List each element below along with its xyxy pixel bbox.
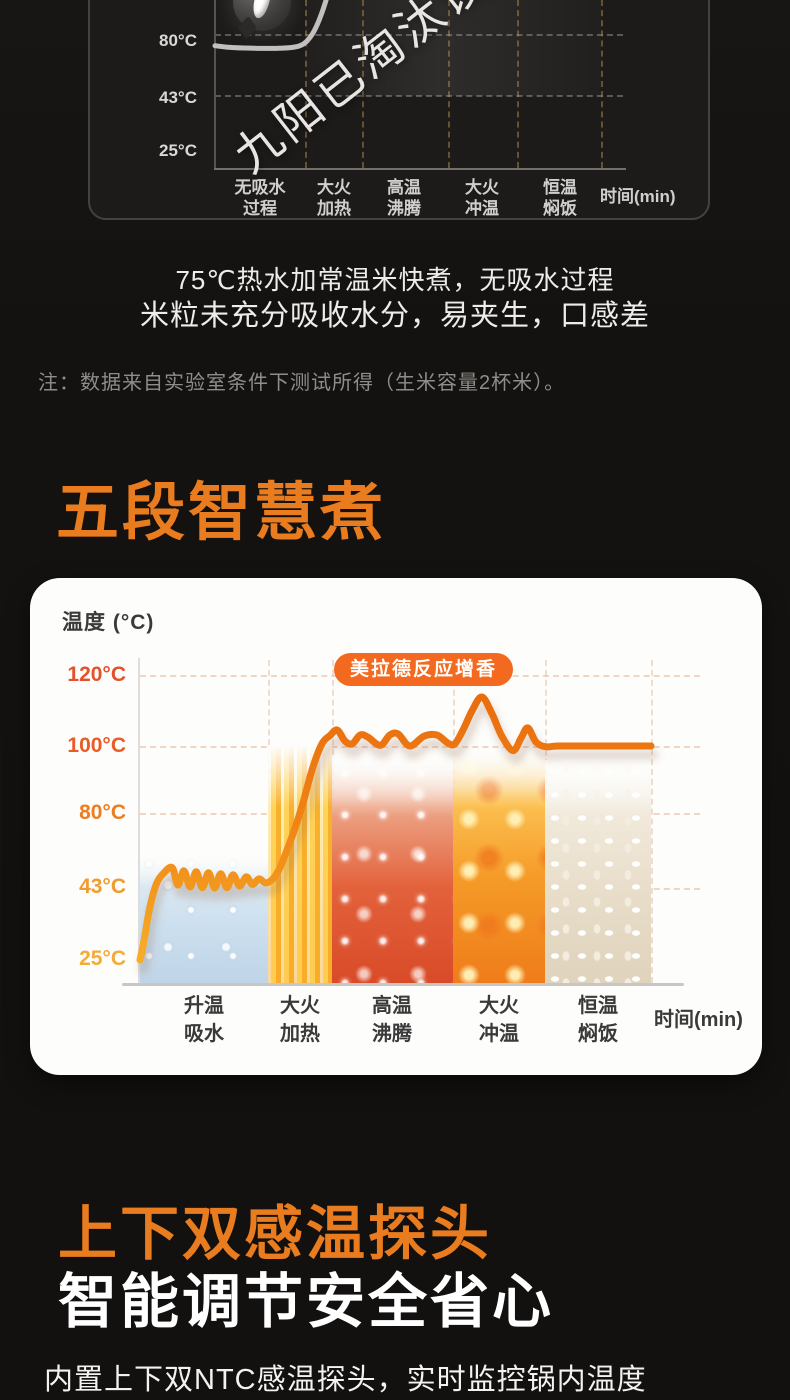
caption-line-2: 米粒未充分吸收水分，易夹生，口感差 xyxy=(139,300,650,332)
x-label-no-soak: 无吸水 过程 xyxy=(234,178,286,218)
card-x-label-heat: 大火 加热 xyxy=(280,995,320,1045)
gridline-v5 xyxy=(601,0,603,168)
phase-image-rice-simmer xyxy=(545,760,651,983)
card-y-tick-80: 80°C xyxy=(79,801,126,824)
maillard-badge: 美拉德反应增香 xyxy=(334,653,514,686)
y-axis-line xyxy=(214,0,216,170)
card-x-axis-line xyxy=(122,983,684,986)
gridline-v2 xyxy=(362,0,364,168)
card-y-tick-100: 100°C xyxy=(67,734,126,757)
card-x-label-absorb: 升温 吸水 xyxy=(184,995,224,1045)
card-y-axis-title: 温度 (°C) xyxy=(62,611,155,634)
x-label-high-heat: 大火 加热 xyxy=(317,178,351,218)
y-tick-43: 43°C xyxy=(159,88,197,107)
card-y-tick-120: 120°C xyxy=(67,663,126,686)
old-method-chart-panel xyxy=(88,0,710,220)
card-x-label-boil: 高温 沸腾 xyxy=(372,995,412,1045)
x-axis-line xyxy=(214,168,626,170)
y-tick-80: 80°C xyxy=(159,31,197,50)
time-axis-label: 时间(min) xyxy=(600,187,676,206)
y-tick-25: 25°C xyxy=(159,141,197,160)
panel-glow xyxy=(305,0,601,96)
test-note: 注：数据来自实验室条件下测试所得（生米容量2杯米）。 xyxy=(38,372,566,394)
smart-temp-curve xyxy=(136,693,659,974)
old-temp-curve xyxy=(212,0,329,51)
x-label-boil: 高温 沸腾 xyxy=(387,178,421,218)
x-label-burst: 大火 冲温 xyxy=(465,178,499,218)
section-title-smart-cook: 五段智慧煮 xyxy=(56,478,386,548)
gridline-v4 xyxy=(517,0,519,168)
card-y-tick-25: 25°C xyxy=(79,947,126,970)
card-gridline-v5 xyxy=(651,660,653,983)
probe-description: 内置上下双NTC感温探头，实时监控锅内温度 xyxy=(44,1364,647,1396)
card-x-label-simmer: 恒温 焖饭 xyxy=(578,995,618,1045)
rice-grain-icon xyxy=(250,0,274,20)
section-title-probe-white: 智能调节安全省心 xyxy=(58,1269,555,1335)
card-y-tick-43: 43°C xyxy=(79,875,126,898)
gridline-43 xyxy=(215,95,623,97)
gridline-80 xyxy=(215,34,623,36)
section-title-probe-orange: 上下双感温探头 xyxy=(58,1201,493,1267)
card-time-axis-label: 时间(min) xyxy=(654,1009,743,1031)
phase-image-fire-burst xyxy=(453,748,545,983)
gridline-v3 xyxy=(448,0,450,168)
card-y-axis-line xyxy=(138,658,140,985)
phase-image-boiling xyxy=(332,758,453,983)
x-label-simmer: 恒温 焖饭 xyxy=(543,178,577,218)
card-x-label-burst: 大火 冲温 xyxy=(479,995,519,1045)
gridline-v1 xyxy=(305,0,307,168)
caption-line-1: 75℃热水加常温米快煮，无吸水过程 xyxy=(175,265,615,295)
